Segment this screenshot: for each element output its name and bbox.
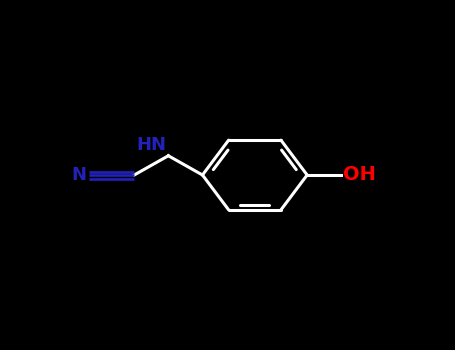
Text: OH: OH [343,166,376,184]
Text: N: N [71,166,86,184]
Text: HN: HN [136,136,166,154]
